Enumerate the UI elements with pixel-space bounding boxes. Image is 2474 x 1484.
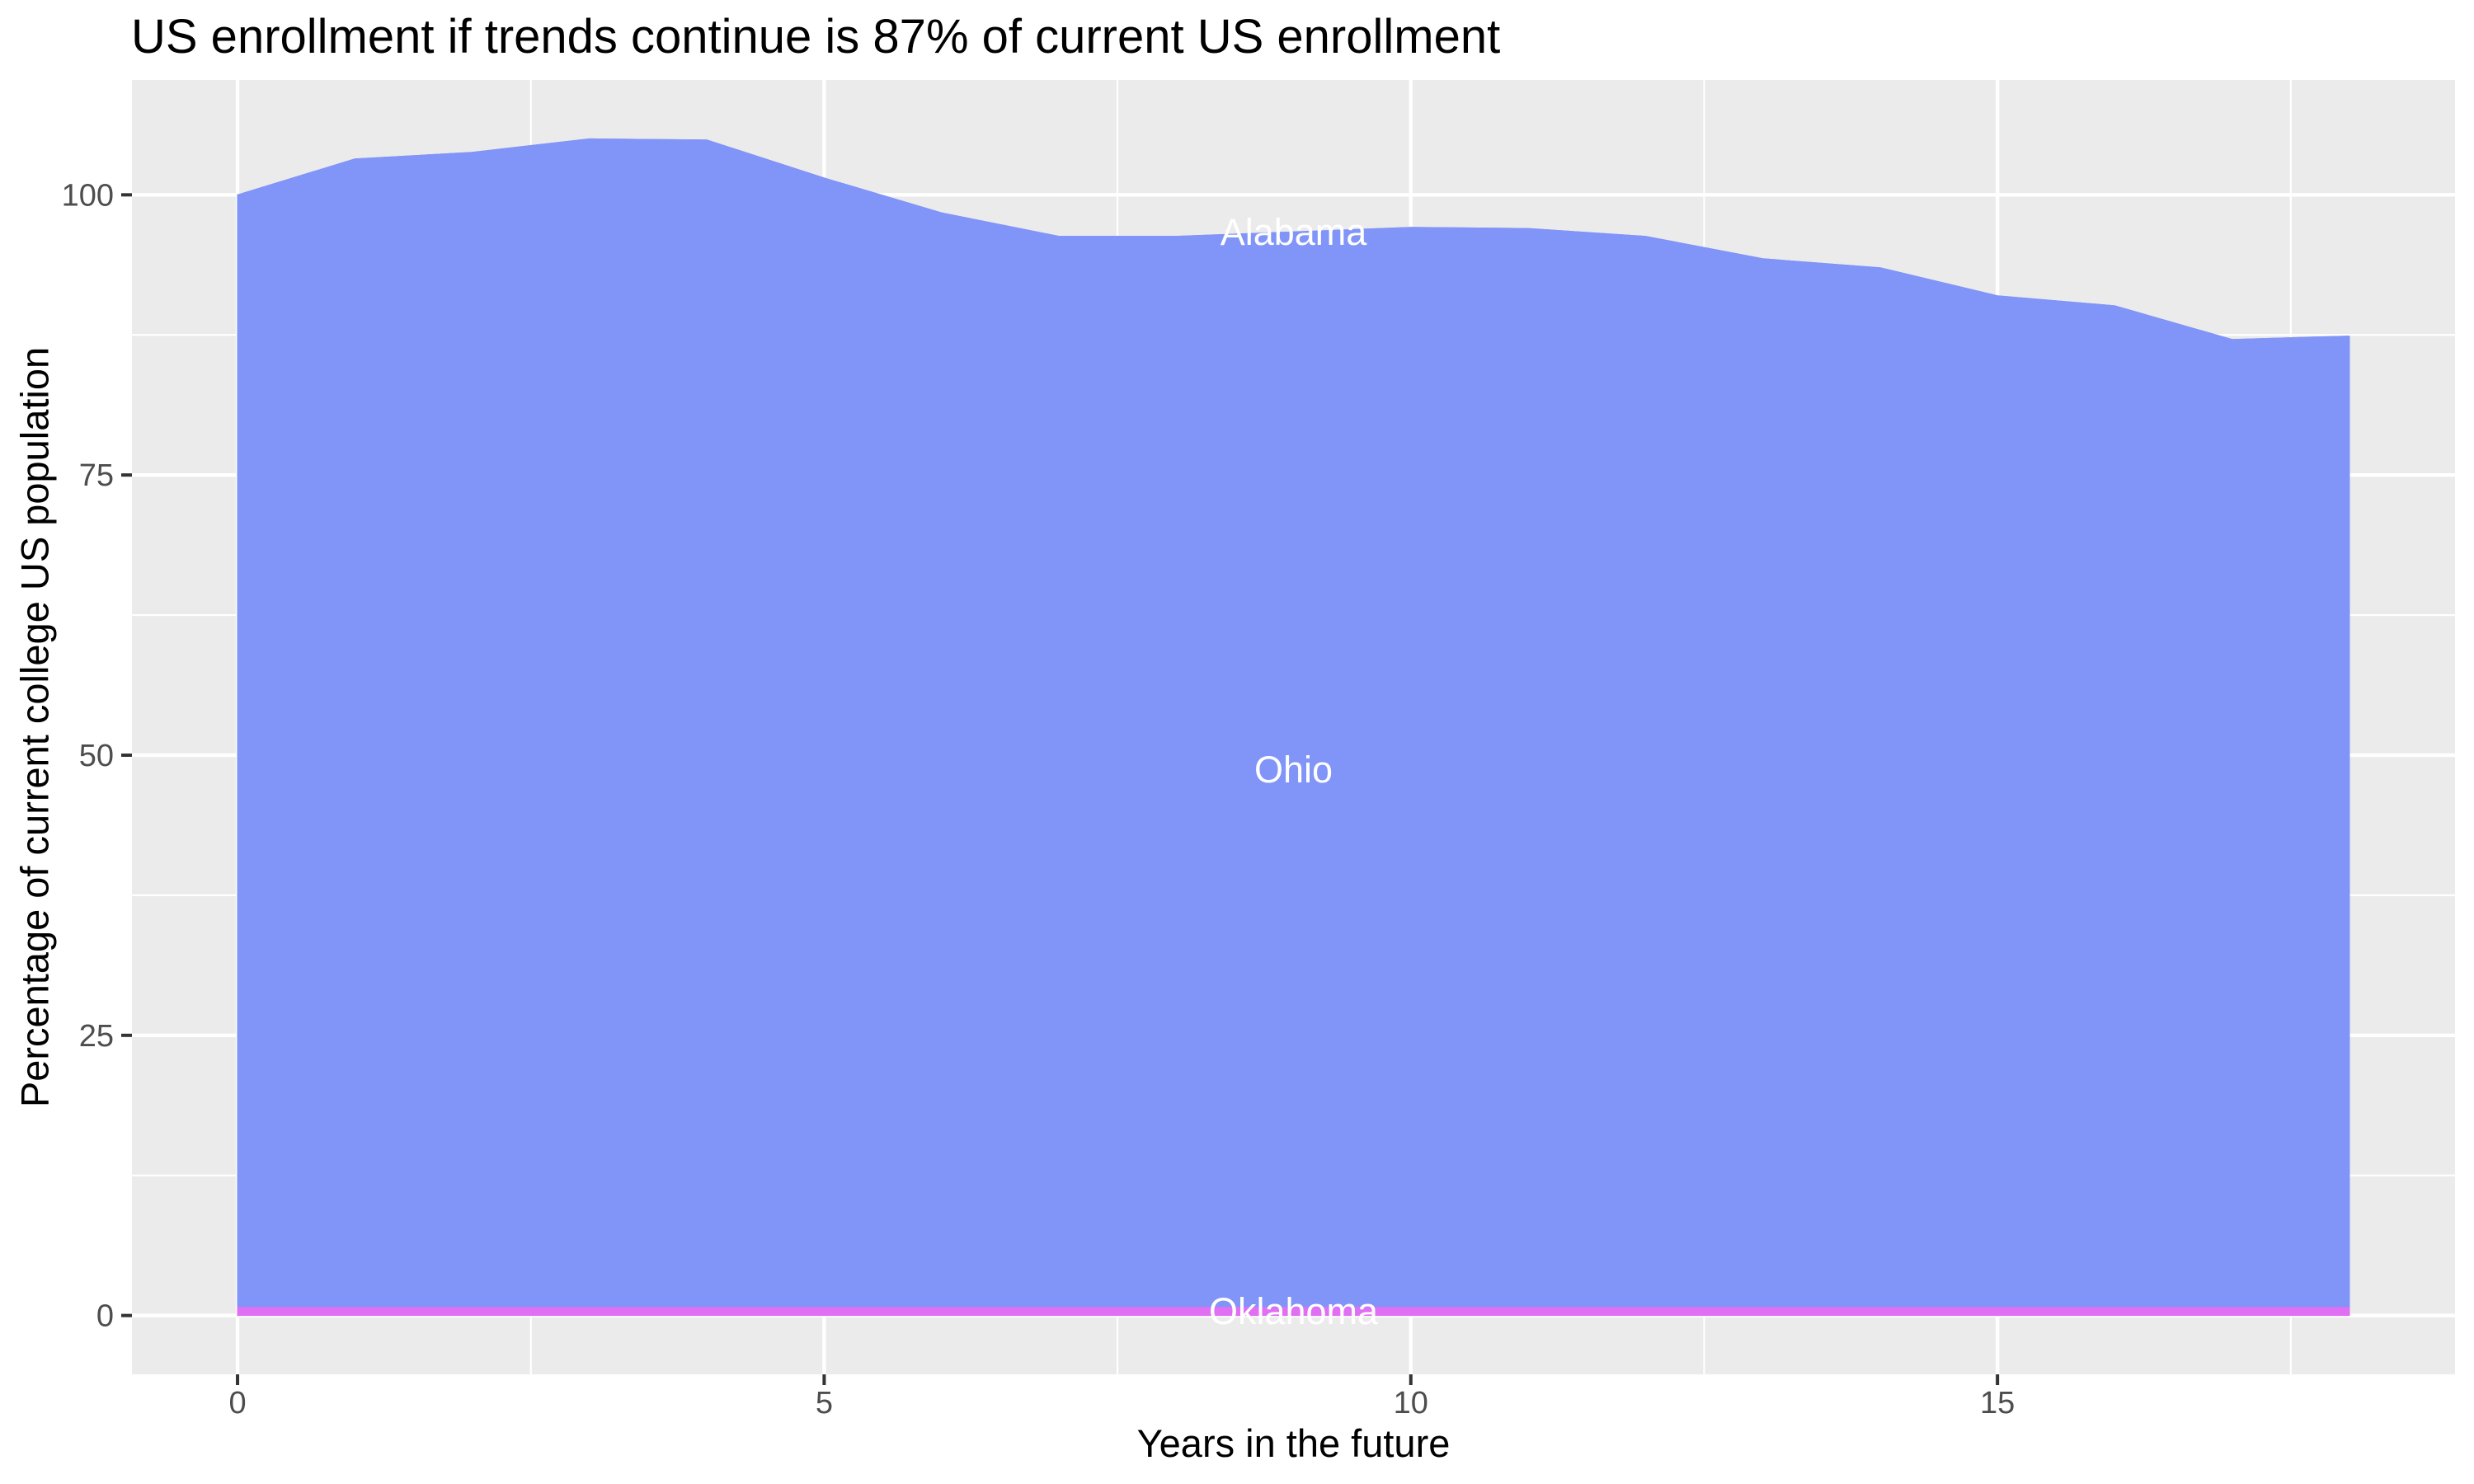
y-tick-label: 50 [79, 739, 114, 773]
chart-title: US enrollment if trends continue is 87% … [131, 10, 1501, 63]
x-tick-label: 0 [228, 1386, 246, 1421]
y-axis-title: Percentage of current college US populat… [12, 346, 57, 1108]
y-tick-label: 100 [62, 178, 114, 213]
series-label-oklahoma: Oklahoma [1209, 1290, 1379, 1332]
area-ohio [237, 138, 2350, 1308]
x-tick-label: 15 [1980, 1386, 2015, 1421]
series-label-alabama: Alabama [1221, 211, 1368, 253]
y-tick-label: 75 [79, 458, 114, 493]
y-tick-label: 25 [79, 1019, 114, 1054]
x-tick-label: 10 [1394, 1386, 1428, 1421]
y-tick-label: 0 [96, 1299, 114, 1334]
area-alabama [237, 138, 2350, 340]
x-axis-title: Years in the future [1136, 1421, 1451, 1465]
series-label-ohio: Ohio [1254, 749, 1333, 791]
x-tick-label: 5 [816, 1386, 833, 1421]
